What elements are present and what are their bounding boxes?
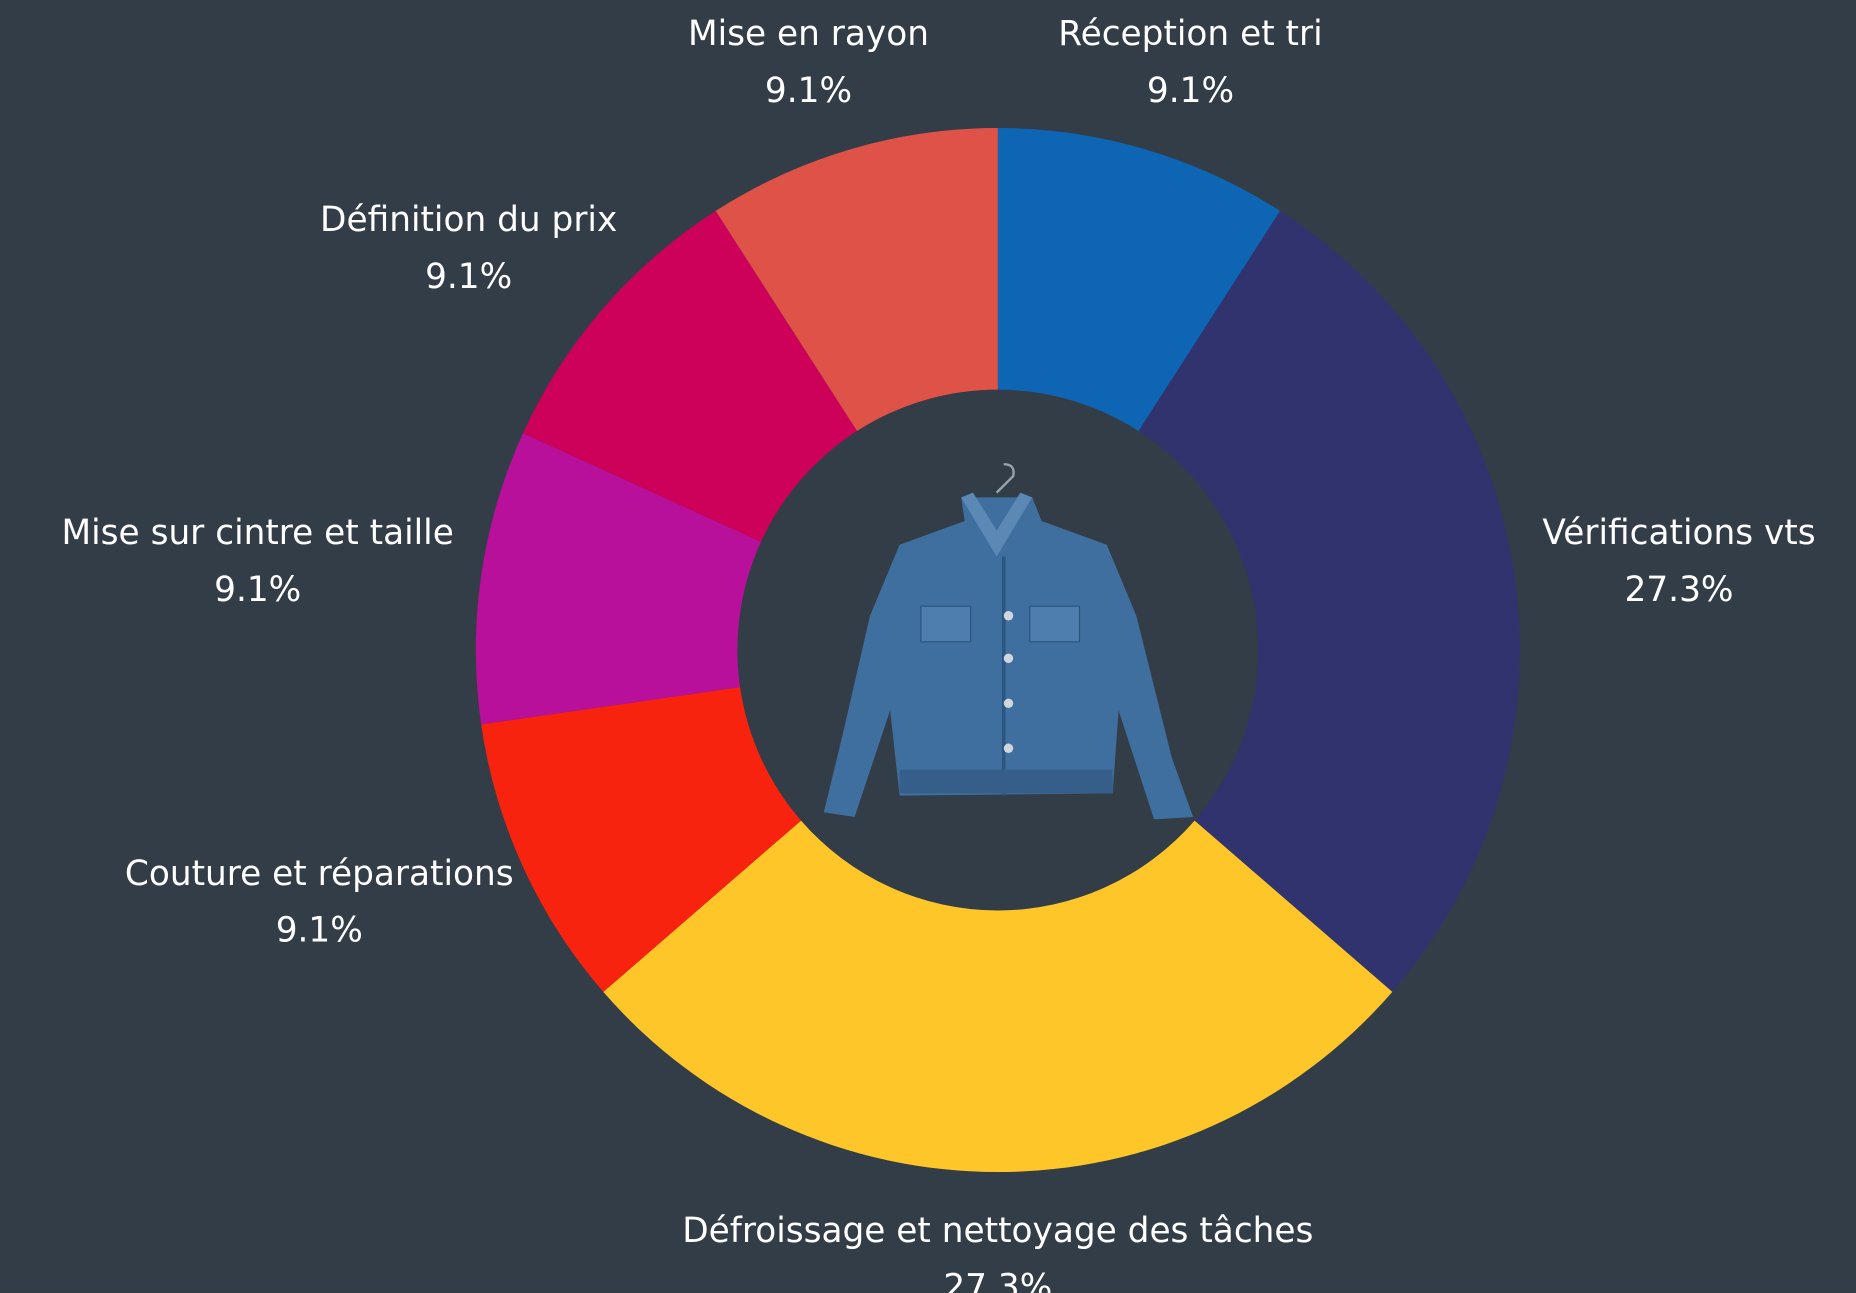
slice-label: Réception et tri — [1058, 14, 1322, 54]
value-label: 27.3% — [943, 1268, 1052, 1293]
page: Réception et tri 9.1% Vérifications vts 27.… — [0, 0, 1856, 1293]
chart: Réception et tri 9.1% Vérifications vts 27.… — [0, 0, 1856, 1293]
value-label: 9.1% — [425, 257, 512, 297]
value-label: 9.1% — [765, 71, 852, 111]
slice-label: Couture et réparations — [125, 854, 514, 894]
slice-label: Vérifications vts — [1542, 513, 1815, 553]
value-label: 9.1% — [276, 911, 363, 951]
slice-label: Mise sur cintre et taille — [62, 513, 454, 553]
slice-label: Mise en rayon — [688, 14, 929, 54]
slice-label: Définition du prix — [320, 200, 617, 240]
value-label: 9.1% — [1147, 71, 1234, 111]
value-label: 27.3% — [1625, 570, 1734, 610]
slice-label: Défroissage et nettoyage des tâches — [682, 1211, 1313, 1251]
value-label: 9.1% — [214, 570, 301, 610]
